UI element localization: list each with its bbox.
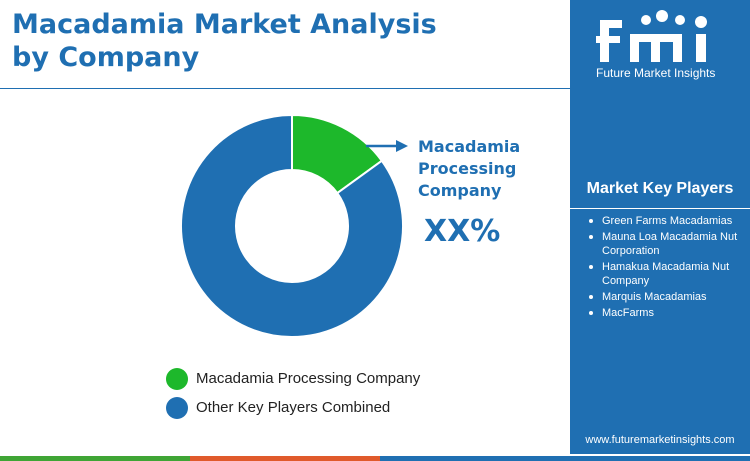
- title-divider: [0, 88, 570, 89]
- key-player-item: Mauna Loa Macadamia Nut Corporation: [586, 230, 744, 258]
- fmi-logo: fmi: [596, 10, 707, 62]
- sidebar-panel: [570, 0, 750, 454]
- footer-bar-blue: [380, 456, 750, 461]
- brand-name: Future Market Insights: [596, 66, 716, 80]
- callout-value: XX%: [424, 214, 501, 249]
- donut-slice-others: [180, 113, 404, 338]
- key-players-title: Market Key Players: [586, 180, 734, 197]
- footer-bar-green: [0, 456, 190, 461]
- legend-swatch-others: [166, 396, 188, 419]
- legend-item-processing: Macadamia Processing Company: [166, 364, 420, 393]
- callout-arrow: [366, 140, 408, 152]
- donut-chart: [180, 113, 408, 338]
- legend-item-others: Other Key Players Combined: [166, 393, 420, 422]
- key-player-item: Green Farms Macadamias: [586, 214, 744, 228]
- legend-label-processing: Macadamia Processing Company: [196, 370, 421, 387]
- chart-legend: Macadamia Processing Company Other Key P…: [166, 364, 420, 422]
- key-player-item: Hamakua Macadamia Nut Company: [586, 260, 744, 288]
- key-players-divider: [570, 208, 750, 209]
- key-players-list: Green Farms Macadamias Mauna Loa Macadam…: [586, 214, 744, 322]
- footer-bar-orange: [190, 456, 380, 461]
- legend-swatch-processing: [166, 367, 188, 390]
- legend-label-others: Other Key Players Combined: [196, 399, 391, 416]
- callout-label: Macadamia Processing Company: [418, 137, 521, 200]
- website-link[interactable]: www.futuremarketinsights.com: [585, 434, 735, 446]
- page-title: Macadamia Market Analysis by Company: [12, 9, 437, 73]
- key-player-item: Marquis Macadamias: [586, 290, 744, 304]
- key-player-item: MacFarms: [586, 306, 744, 320]
